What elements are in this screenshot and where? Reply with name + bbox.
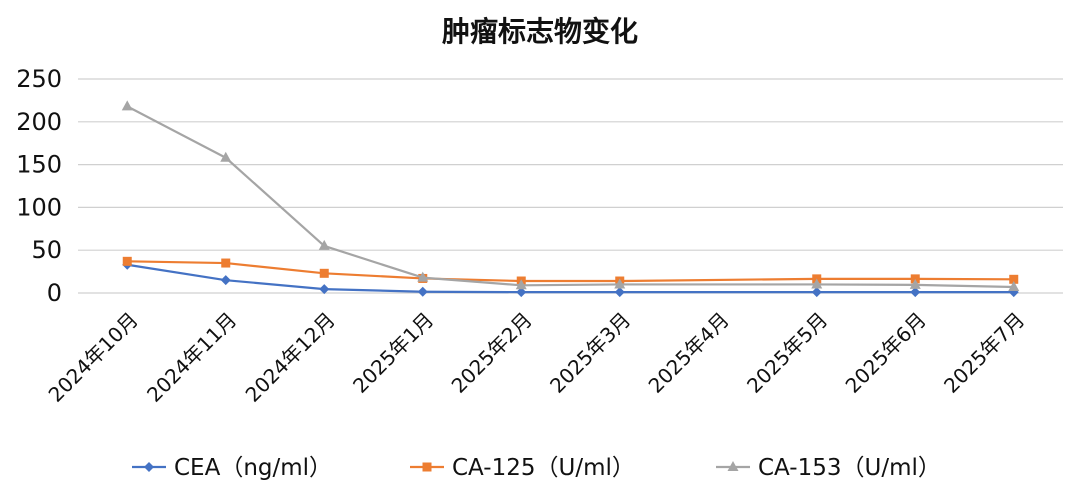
data-point <box>417 286 428 297</box>
data-point <box>515 279 527 290</box>
chart-title: 肿瘤标志物变化 <box>442 15 638 48</box>
data-point <box>909 278 921 289</box>
data-point <box>319 284 330 295</box>
legend-item: CEA（ng/ml） <box>132 455 332 481</box>
data-point <box>811 287 822 298</box>
data-point <box>220 275 231 286</box>
legend-label: CA-125（U/ml） <box>452 455 635 481</box>
series-2 <box>122 256 1019 286</box>
data-point <box>516 287 527 298</box>
x-tick-label: 2025年7月 <box>939 308 1029 398</box>
legend-marker <box>144 462 154 472</box>
x-tick-label: 2025年6月 <box>841 308 931 398</box>
y-tick-label: 200 <box>16 108 62 136</box>
data-point <box>122 256 132 266</box>
x-tick-label: 2025年3月 <box>545 308 635 398</box>
data-point <box>417 271 429 282</box>
data-point <box>910 287 921 298</box>
series-lines <box>121 100 1020 298</box>
series-1 <box>122 259 1019 298</box>
data-point <box>221 258 231 268</box>
legend-label: CA-153（U/ml） <box>758 455 941 481</box>
data-point <box>614 287 625 298</box>
y-tick-label: 250 <box>16 65 62 93</box>
legend-marker <box>422 462 432 472</box>
y-tick-label: 50 <box>31 236 62 264</box>
legend-marker <box>727 461 739 471</box>
data-point <box>318 239 330 250</box>
data-point <box>811 278 823 289</box>
y-axis-ticks: 0 50 100 150 200 250 <box>16 65 62 307</box>
x-tick-label: 2024年12月 <box>241 308 340 407</box>
legend: CEA（ng/ml） CA-125（U/ml） CA-153（U/ml） <box>132 455 941 481</box>
data-point <box>220 151 232 162</box>
data-point <box>319 268 329 278</box>
series-line <box>127 260 1014 283</box>
x-tick-label: 2025年1月 <box>348 308 438 398</box>
x-tick-label: 2024年10月 <box>44 308 143 407</box>
x-tick-label: 2025年5月 <box>742 308 832 398</box>
y-tick-label: 100 <box>16 193 62 221</box>
data-point <box>1008 281 1020 292</box>
legend-label: CEA（ng/ml） <box>174 455 332 481</box>
data-point <box>614 278 626 289</box>
data-point <box>1009 274 1019 284</box>
legend-item: CA-125（U/ml） <box>410 455 635 481</box>
x-tick-label: 2025年4月 <box>644 308 734 398</box>
y-tick-label: 0 <box>47 279 62 307</box>
x-tick-label: 2024年11月 <box>142 308 241 407</box>
legend-item: CA-153（U/ml） <box>716 455 941 481</box>
series-3 <box>121 100 1020 292</box>
series-line <box>126 105 1014 289</box>
data-point <box>121 100 133 111</box>
x-axis-ticks: 2024年10月 2024年11月 2024年12月 2025年1月 2025年2月 20… <box>44 308 1030 407</box>
x-tick-label: 2025年2月 <box>447 308 537 398</box>
y-tick-label: 150 <box>16 151 62 179</box>
